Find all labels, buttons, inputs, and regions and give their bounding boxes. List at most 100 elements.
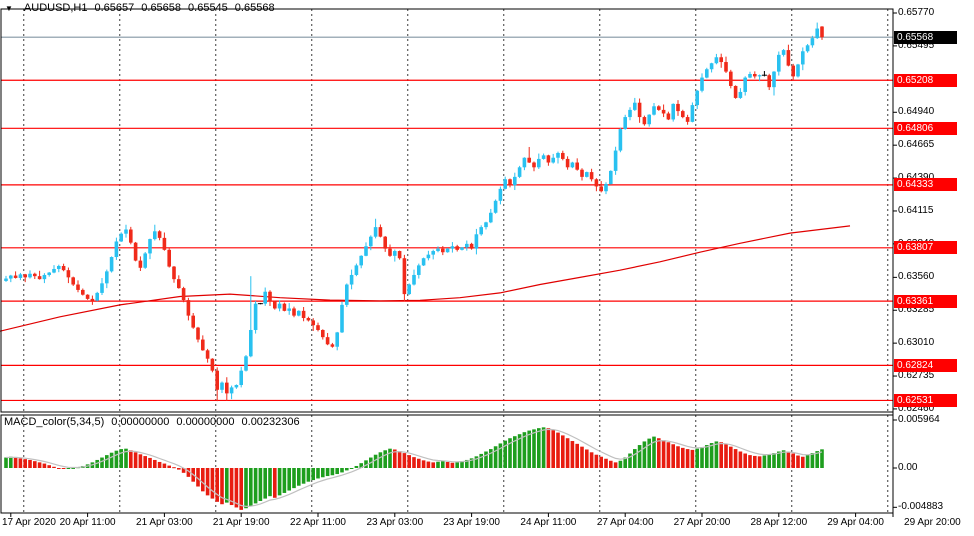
macd-histogram-bar [133,452,138,468]
candle-body [42,274,47,280]
candle-body [455,246,459,250]
macd-histogram-bar [157,461,162,468]
macd-histogram-bar [268,468,272,497]
candle-body [369,236,373,247]
candle-body [85,294,90,299]
candle-body [282,303,287,311]
candle-body [479,227,483,235]
candle-body [153,231,157,240]
macd-histogram-bar [249,468,253,506]
macd-histogram-bar [393,449,397,468]
candle-body [705,69,709,78]
macd-histogram-bar [532,429,536,468]
candle-body [777,54,781,72]
macd-histogram-bar [306,468,311,482]
macd-histogram-bar [162,463,167,468]
candle-body [469,243,474,249]
macd-histogram-bar [205,468,210,496]
macd-signal-line [5,428,823,508]
macd-histogram-bar [349,468,354,469]
candle-body [517,167,522,177]
macd-histogram-bar [234,468,239,508]
candle-body [791,65,795,77]
macd-histogram-bar [460,461,464,468]
macd-histogram-bar [9,456,13,468]
macd-histogram-bar [210,468,215,499]
macd-histogram-bar [417,458,421,468]
candle-body [733,85,738,98]
macd-histogram-bar [225,468,229,503]
candle-body [28,273,32,278]
macd-histogram-bar [757,456,762,468]
candle-body [316,325,320,330]
macd-histogram-bar [623,457,627,468]
candle-body [676,103,680,112]
macd-histogram-bar [517,434,522,468]
candle-body [349,274,354,285]
candle-body [412,274,416,285]
candle-body [388,248,392,256]
candle-body [527,157,531,163]
candle-body [657,106,661,110]
macd-histogram-bar [316,468,320,479]
candle-body [546,155,551,163]
candle-body [609,170,613,185]
macd-histogram-bar [373,454,378,468]
macd-histogram-bar [23,459,27,468]
candle-body [618,129,623,151]
macd-histogram-bar [729,446,733,468]
macd-histogram-bar [450,462,455,468]
candle-body [330,344,335,347]
candle-body [801,51,805,65]
candle-body [100,283,104,293]
candle-body [441,248,445,253]
candle-body [340,304,344,333]
candle-body [186,300,191,316]
candle-body [695,90,699,106]
candle-body [129,229,133,243]
macd-histogram-bar [705,445,709,468]
macd-histogram-bar [561,435,565,468]
macd-histogram-bar [287,468,291,491]
candle-body [167,249,171,267]
macd-histogram-bar [666,442,671,468]
candle-body [205,350,210,359]
macd-histogram-bar [604,458,608,468]
macd-histogram-bar [388,448,392,468]
candle-body [306,318,311,321]
candle-body [393,251,397,256]
macd-histogram-bar [4,457,8,468]
candle-body [810,38,815,46]
candle-body [373,227,378,237]
macd-histogram-bar [273,468,277,498]
candle-body [321,329,325,338]
macd-histogram-bar [282,468,287,493]
macd-histogram-bar [177,468,181,470]
macd-histogram-bar [426,461,431,468]
candle-body [18,274,23,278]
candle-body [311,320,315,326]
candle-body [354,265,359,275]
macd-histogram-bar [618,460,623,468]
candle-body [71,277,75,285]
macd-histogram-bar [42,463,47,468]
candle-body [345,284,349,305]
macd-histogram-bar [671,444,675,468]
macd-histogram-bar [537,428,541,468]
candle-body [13,275,18,278]
macd-histogram-bar [489,449,493,468]
candle-body [450,246,455,249]
candle-body [436,248,440,252]
macd-histogram-bar [292,468,296,489]
macd-histogram-bar [589,452,594,468]
candle-body [647,114,651,125]
candle-body [220,382,224,390]
macd-histogram-bar [777,451,781,468]
candle-body [685,117,690,122]
macd-histogram-bar [119,449,123,468]
candle-body [33,273,37,277]
macd-histogram-bar [325,468,330,477]
candle-body [157,231,162,238]
macd-histogram-bar [402,453,407,468]
